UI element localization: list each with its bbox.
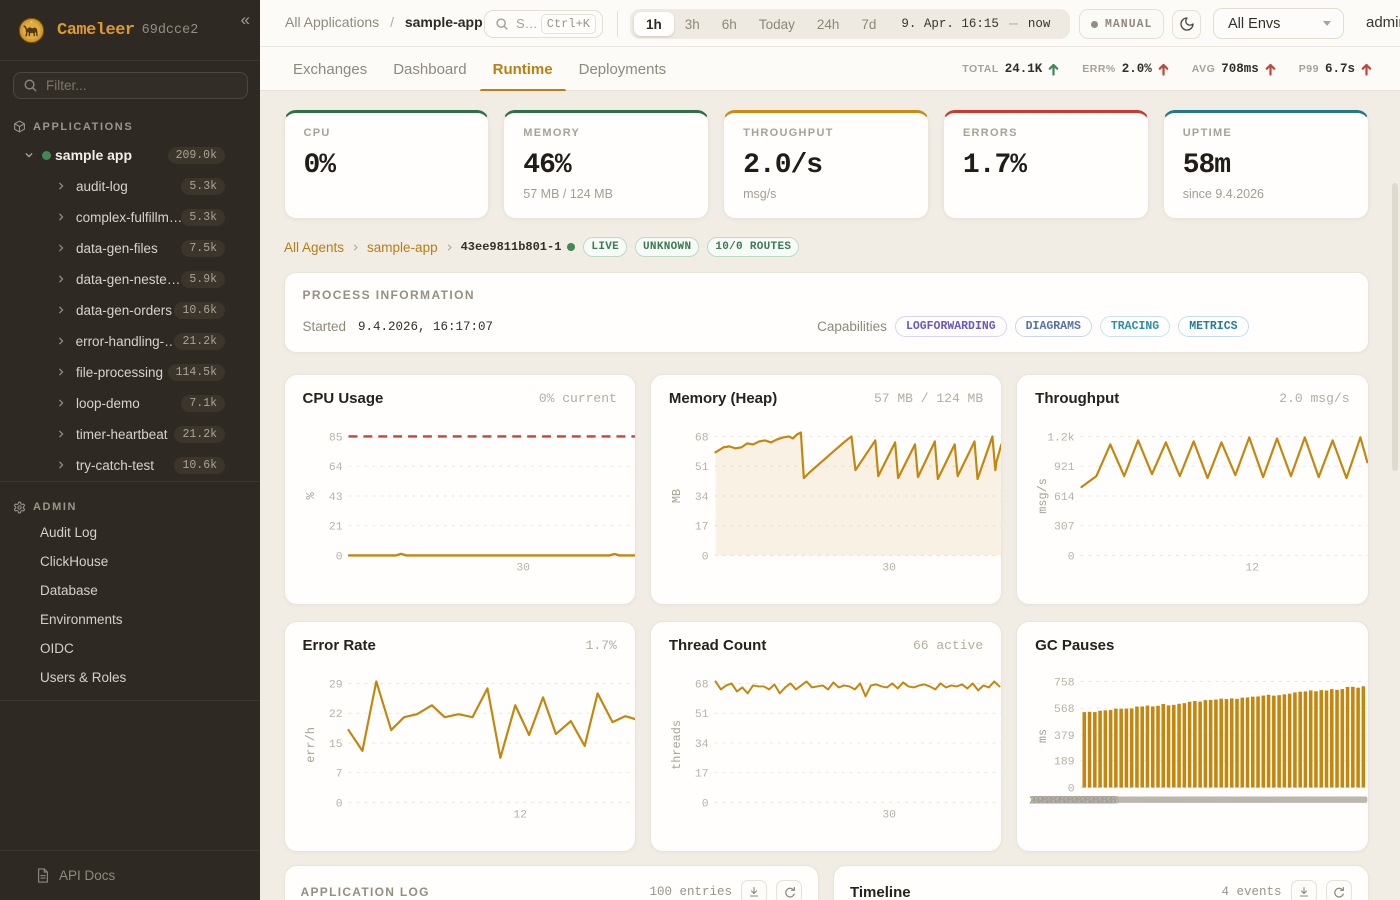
svg-text:614: 614 [1054, 492, 1075, 504]
svg-text:threads: threads [670, 720, 684, 770]
svg-text:307: 307 [1054, 522, 1075, 534]
svg-text:0: 0 [1068, 784, 1075, 796]
svg-text:921: 921 [1054, 462, 1075, 474]
svg-text:68: 68 [695, 679, 709, 691]
svg-text:68: 68 [695, 432, 709, 444]
svg-text:20282828282828282828: 20282828282828282828 [1029, 795, 1117, 807]
svg-text:51: 51 [695, 462, 709, 474]
svg-text:ms: ms [1036, 729, 1050, 743]
svg-text:msg/s: msg/s [1036, 478, 1050, 514]
svg-text:MB: MB [670, 489, 684, 503]
svg-text:0: 0 [702, 551, 709, 563]
svg-text:20282828282828282828: 20282828282828282828 [1032, 795, 1120, 807]
svg-text:21: 21 [328, 522, 342, 534]
svg-text:%: % [303, 492, 317, 500]
svg-text:12: 12 [1246, 562, 1260, 574]
svg-text:189: 189 [1054, 757, 1075, 769]
svg-text:34: 34 [695, 492, 709, 504]
svg-text:err/h: err/h [303, 727, 317, 763]
svg-text:1.2k: 1.2k [1047, 432, 1075, 444]
svg-text:0: 0 [335, 551, 342, 563]
svg-text:30: 30 [516, 562, 530, 574]
svg-text:30: 30 [882, 809, 896, 821]
svg-text:17: 17 [695, 769, 709, 781]
svg-text:12: 12 [513, 809, 527, 821]
svg-text:64: 64 [328, 462, 342, 474]
svg-text:0: 0 [335, 798, 342, 810]
svg-text:22: 22 [328, 709, 342, 721]
svg-text:17: 17 [695, 522, 709, 534]
svg-text:0: 0 [1068, 551, 1075, 563]
svg-text:758: 758 [1054, 677, 1075, 689]
svg-text:379: 379 [1054, 731, 1075, 743]
svg-text:30: 30 [882, 562, 896, 574]
svg-text:0: 0 [702, 798, 709, 810]
svg-text:15: 15 [328, 739, 342, 751]
svg-text:85: 85 [328, 432, 342, 444]
svg-text:568: 568 [1054, 704, 1075, 716]
svg-text:51: 51 [695, 709, 709, 721]
svg-text:34: 34 [695, 739, 709, 751]
svg-text:43: 43 [328, 492, 342, 504]
svg-text:7: 7 [335, 769, 342, 781]
svg-text:29: 29 [328, 679, 342, 691]
